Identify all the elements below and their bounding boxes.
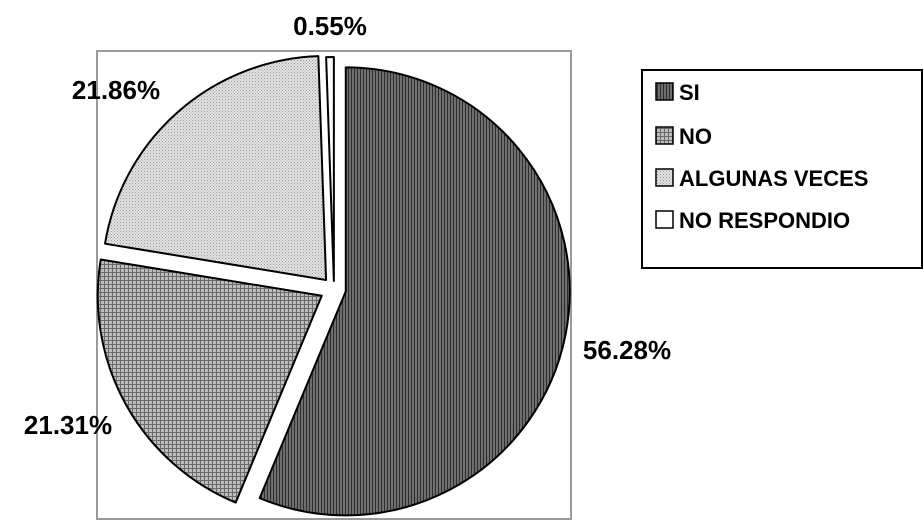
legend-label-algunas-veces: ALGUNAS VECES [679,166,868,191]
legend-item-si: SI [655,80,700,105]
label-si: 56.28% [583,335,671,365]
legend-label-si: SI [679,80,700,105]
legend-label-no: NO [679,124,712,149]
legend-swatch-no [655,126,674,145]
legend-label-no-respondio: NO RESPONDIO [679,208,850,233]
legend-frame [641,69,923,269]
label-no: 21.31% [24,410,112,440]
pie-slices [96,55,571,517]
legend-swatch-algunas-veces [655,168,674,187]
slice-algunas-veces [104,55,328,281]
legend-swatch-no-respondio [655,210,674,229]
slice-no-respondio [325,56,335,283]
legend-item-algunas-veces: ALGUNAS VECES [655,166,868,191]
legend-item-no: NO [655,124,712,149]
legend-item-no-respondio: NO RESPONDIO [655,208,850,233]
legend: SI NO ALGUNAS VECES NO RESPONDIO [641,69,923,269]
pie-data-labels: 56.28% 21.31% 21.86% 0.55% [24,11,671,440]
plot-area-frame [96,50,572,520]
slice-no [96,258,323,504]
legend-swatch-si [655,82,674,101]
slice-si [258,66,571,517]
label-no-respondio: 0.55% [293,11,367,41]
label-algunas-veces: 21.86% [72,75,160,105]
